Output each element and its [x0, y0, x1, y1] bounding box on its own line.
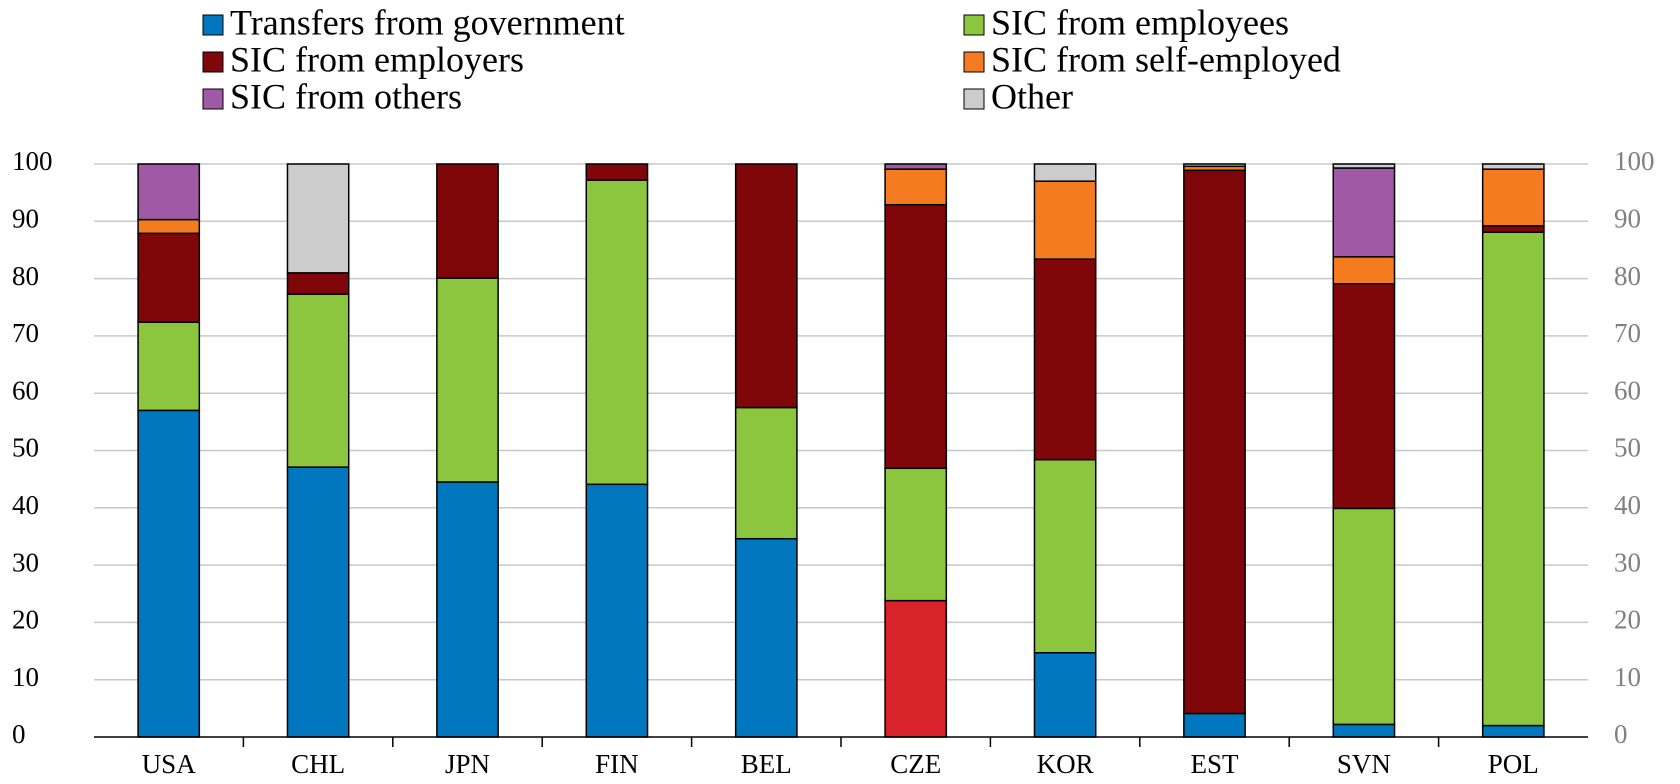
bar-segment [734, 537, 798, 738]
bar-segment [1332, 256, 1396, 285]
legend-label: Other [991, 76, 1073, 116]
y-tick-label: 90 [12, 204, 39, 234]
y-tick-label: 20 [12, 605, 39, 635]
y2-tick-label: 90 [1614, 204, 1641, 234]
x-tick-label: SVN [1337, 749, 1391, 779]
bar-segment [1332, 507, 1396, 726]
legend-swatch [202, 14, 224, 36]
bar-segment [137, 321, 201, 412]
bar-segment [1332, 163, 1396, 169]
x-tick-label: USA [142, 749, 197, 779]
y-tick-label: 40 [12, 490, 39, 520]
y2-tick-label: 40 [1614, 490, 1641, 520]
bar-segment [1332, 723, 1396, 738]
bar-segment [585, 163, 649, 181]
bar-segment [1332, 283, 1396, 510]
y-tick-label: 70 [12, 318, 39, 348]
legend-swatch [202, 51, 224, 73]
bar-segment [1481, 163, 1545, 170]
bar-segment [1332, 167, 1396, 258]
bar-segment [286, 466, 350, 738]
y-tick-label: 80 [12, 261, 39, 291]
legend-label: SIC from others [230, 76, 462, 116]
y-tick-label: 50 [12, 433, 39, 463]
bar-segment [1033, 163, 1097, 182]
bar-segment [734, 406, 798, 540]
bar-segment [286, 272, 350, 295]
bar-segment [1033, 180, 1097, 260]
y2-tick-label: 60 [1614, 375, 1641, 405]
bar-segment [884, 467, 948, 602]
bar-segment [286, 163, 350, 274]
y2-tick-label: 20 [1614, 605, 1641, 635]
x-tick-label: FIN [595, 749, 639, 779]
bar-segment [1183, 712, 1246, 738]
bar-segment [137, 232, 201, 323]
bar-segment [884, 163, 948, 170]
x-tick-label: JPN [445, 749, 490, 779]
x-tick-label: BEL [741, 749, 792, 779]
legend-label: SIC from employees [991, 2, 1289, 42]
y2-tick-label: 30 [1614, 547, 1641, 577]
legend-swatch [963, 14, 985, 36]
y-tick-label: 30 [12, 547, 39, 577]
y2-tick-label: 50 [1614, 433, 1641, 463]
bar-segment [1183, 163, 1246, 168]
x-tick-label: EST [1190, 749, 1239, 779]
bar-segment [1481, 225, 1545, 233]
bar-segment [1033, 258, 1097, 461]
bar-segment [884, 168, 948, 206]
bar-segment [585, 483, 649, 738]
legend-label: SIC from self-employed [991, 39, 1341, 79]
legend-label: Transfers from government [230, 2, 625, 42]
bar-segment [137, 163, 201, 221]
bar-segment [734, 163, 798, 409]
legend-swatch [202, 88, 224, 110]
bar-segment [436, 481, 499, 738]
x-tick-label: POL [1488, 749, 1539, 779]
bar-segment [884, 203, 948, 470]
legend-swatch [963, 51, 985, 73]
bar-segment [585, 179, 649, 486]
bar-segment [436, 277, 499, 483]
y2-tick-label: 10 [1614, 662, 1641, 692]
bar-segment [1033, 458, 1097, 654]
x-tick-label: CHL [291, 749, 345, 779]
bar-segment [1033, 652, 1097, 738]
y2-tick-label: 100 [1614, 146, 1655, 176]
bar-segment [137, 218, 201, 235]
bar-segment [436, 163, 499, 279]
x-tick-label: KOR [1037, 749, 1094, 779]
bar-segment [1481, 724, 1545, 738]
y-tick-label: 10 [12, 662, 39, 692]
y-tick-label: 0 [12, 719, 26, 749]
bar-segment [1481, 231, 1545, 727]
x-tick-label: CZE [890, 749, 941, 779]
legend-swatch [963, 88, 985, 110]
y2-tick-label: 70 [1614, 318, 1641, 348]
y-tick-label: 100 [12, 146, 53, 176]
legend-label: SIC from employers [230, 39, 524, 79]
bar-segment [286, 293, 350, 468]
y2-tick-label: 80 [1614, 261, 1641, 291]
bar-segment [884, 599, 948, 738]
y2-tick-label: 0 [1614, 719, 1628, 749]
bar-segment [1183, 169, 1246, 715]
bar-segment [137, 409, 201, 738]
bar-segment [1481, 168, 1545, 227]
y-tick-label: 60 [12, 375, 39, 405]
